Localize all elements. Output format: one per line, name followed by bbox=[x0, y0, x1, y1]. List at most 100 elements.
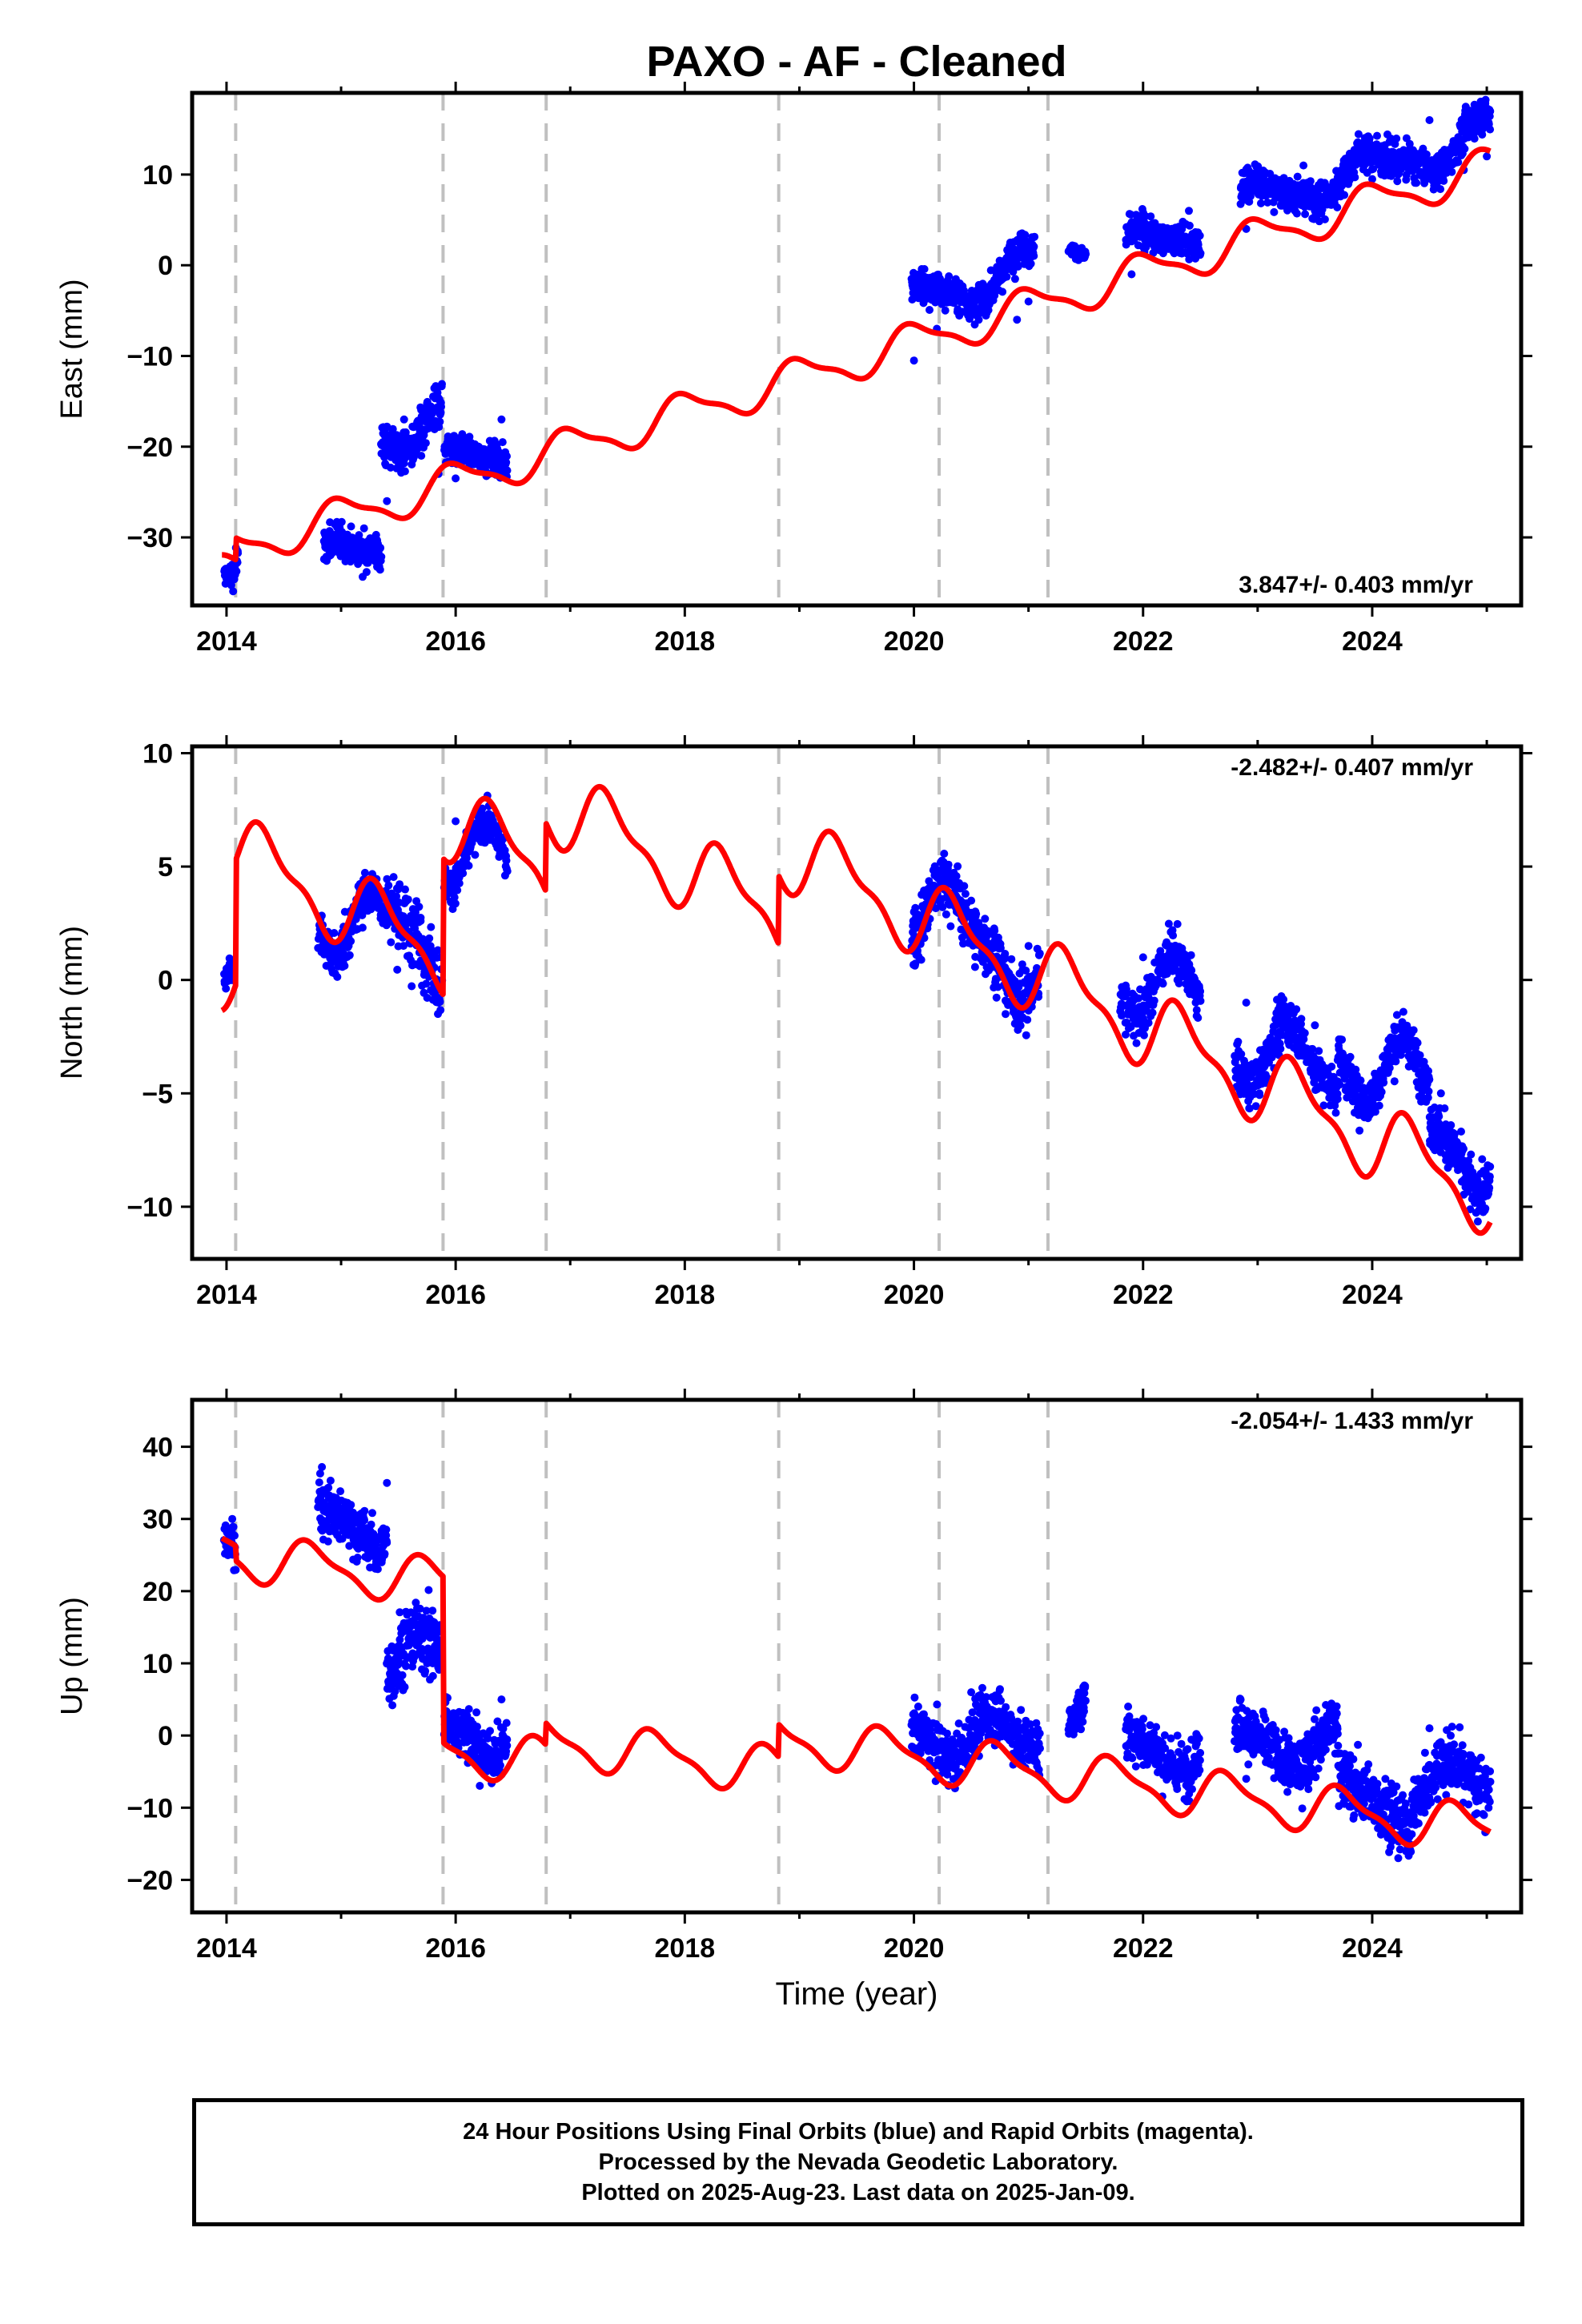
data-point bbox=[455, 879, 464, 887]
plot-area bbox=[219, 93, 1495, 605]
data-point bbox=[1299, 161, 1308, 170]
data-point bbox=[1424, 1087, 1433, 1096]
data-point bbox=[408, 982, 416, 991]
data-point bbox=[347, 1501, 355, 1510]
x-tick-label: 2024 bbox=[1342, 1280, 1403, 1310]
data-point bbox=[1127, 270, 1136, 279]
data-point bbox=[388, 1701, 397, 1710]
data-point bbox=[1276, 1044, 1285, 1053]
data-point bbox=[1196, 249, 1205, 258]
data-point bbox=[376, 544, 385, 552]
data-point bbox=[1315, 1047, 1323, 1055]
data-point bbox=[1377, 1088, 1386, 1096]
data-point bbox=[920, 265, 929, 273]
data-point bbox=[503, 452, 511, 460]
data-point bbox=[355, 531, 363, 540]
data-point bbox=[942, 910, 950, 919]
data-point bbox=[1409, 1026, 1418, 1035]
data-point bbox=[996, 943, 1005, 952]
data-point bbox=[436, 408, 445, 416]
data-point bbox=[974, 316, 983, 324]
data-point bbox=[1460, 1144, 1468, 1153]
data-point bbox=[340, 962, 349, 970]
plot-area bbox=[219, 1400, 1495, 1912]
data-point bbox=[1192, 1006, 1201, 1015]
model-line bbox=[219, 146, 1492, 563]
data-point bbox=[464, 1705, 473, 1714]
data-point bbox=[1010, 275, 1019, 283]
data-point bbox=[229, 1522, 238, 1531]
data-point bbox=[1333, 203, 1342, 211]
data-point bbox=[1263, 198, 1272, 207]
data-point bbox=[382, 1526, 391, 1534]
east-chart: 2014 2016 2018 2020 2022 2024−30−20−10010East… bbox=[55, 82, 1532, 657]
data-point bbox=[384, 881, 393, 890]
data-point bbox=[1354, 130, 1363, 139]
data-point bbox=[1481, 1204, 1490, 1212]
data-point bbox=[389, 873, 398, 882]
data-point bbox=[347, 522, 355, 531]
data-point bbox=[990, 927, 999, 935]
data-point bbox=[909, 356, 918, 365]
data-point bbox=[415, 903, 424, 911]
data-point bbox=[1122, 985, 1130, 994]
data-point bbox=[1425, 1076, 1434, 1084]
data-point bbox=[347, 937, 355, 946]
data-point bbox=[1146, 212, 1155, 221]
data-point bbox=[1486, 1162, 1495, 1171]
data-point bbox=[345, 951, 354, 959]
data-point bbox=[498, 438, 507, 447]
plot-area bbox=[219, 746, 1495, 1259]
data-point bbox=[428, 1606, 437, 1615]
data-point bbox=[1311, 1021, 1319, 1030]
data-point bbox=[1082, 250, 1090, 259]
data-point bbox=[1187, 966, 1196, 975]
data-point bbox=[324, 1483, 333, 1492]
up-chart: 2014 2016 2018 2020 2022 2024−20−10010203040U… bbox=[55, 1389, 1532, 1964]
data-point bbox=[421, 1667, 430, 1675]
data-point bbox=[231, 1531, 239, 1540]
y-tick-label: −5 bbox=[142, 1079, 173, 1109]
data-point bbox=[400, 415, 408, 424]
data-point bbox=[1194, 1014, 1203, 1022]
data-point bbox=[998, 287, 1007, 296]
data-point bbox=[1346, 1052, 1355, 1061]
north-panel: 2014 2016 2018 2020 2022 2024 −10 −5 0 5 10 North (… bbox=[55, 735, 1532, 1347]
east-panel: 2014 2016 2018 2020 2022 2024 −30 −20 −10 0 10 East… bbox=[55, 82, 1532, 694]
data-point bbox=[427, 923, 436, 931]
data-point bbox=[351, 915, 360, 923]
data-point bbox=[393, 965, 402, 974]
data-point bbox=[1021, 231, 1030, 239]
data-point bbox=[396, 880, 404, 889]
data-point bbox=[1150, 996, 1158, 1005]
data-point bbox=[1301, 210, 1310, 219]
data-point bbox=[1333, 1095, 1342, 1104]
data-point bbox=[1140, 1031, 1148, 1039]
data-point bbox=[421, 439, 430, 448]
data-point bbox=[1369, 165, 1378, 173]
data-point bbox=[1257, 199, 1265, 207]
data-point bbox=[1478, 131, 1487, 139]
data-point bbox=[1118, 1011, 1126, 1020]
data-point bbox=[383, 497, 391, 505]
data-point bbox=[377, 553, 386, 561]
data-point bbox=[1483, 152, 1492, 161]
data-point bbox=[1292, 209, 1301, 218]
data-point bbox=[1292, 1005, 1301, 1014]
data-point bbox=[433, 946, 442, 955]
data-point bbox=[400, 1683, 409, 1691]
data-point bbox=[428, 1671, 437, 1680]
data-point bbox=[1186, 951, 1195, 959]
data-point bbox=[1467, 1150, 1476, 1159]
data-point bbox=[436, 1006, 445, 1015]
data-point bbox=[400, 467, 409, 476]
data-point bbox=[1300, 1029, 1309, 1037]
data-point bbox=[478, 804, 487, 813]
data-point bbox=[1138, 953, 1147, 962]
data-point bbox=[1234, 1037, 1243, 1046]
data-point bbox=[1435, 1112, 1443, 1120]
data-point bbox=[360, 1516, 368, 1525]
data-point bbox=[981, 915, 990, 923]
data-point bbox=[359, 524, 368, 533]
